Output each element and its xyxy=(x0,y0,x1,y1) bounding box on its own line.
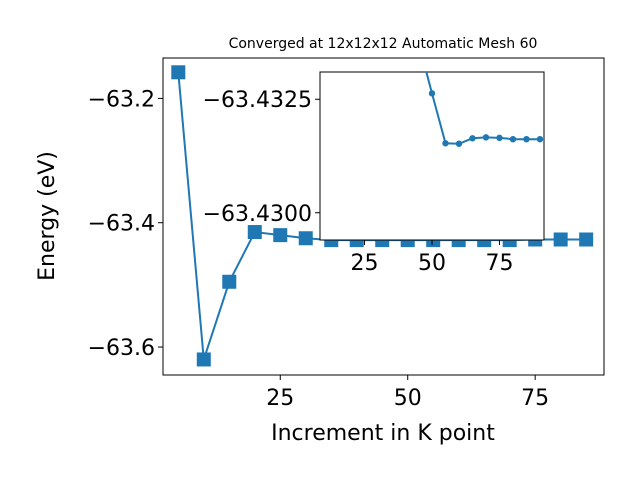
chart-title: Converged at 12x12x12 Automatic Mesh 60 xyxy=(229,36,538,52)
y-tick-label: −63.6 xyxy=(88,336,155,361)
data-point xyxy=(455,140,463,147)
inset-plot-area xyxy=(319,71,545,241)
inset-y-ticks: −63.4300 −63.4325 xyxy=(203,88,320,227)
data-point xyxy=(553,232,568,247)
data-point xyxy=(496,134,503,142)
data-point xyxy=(469,135,476,142)
x-tick-label: 75 xyxy=(521,386,549,411)
series-line xyxy=(425,72,540,145)
data-point xyxy=(247,225,262,240)
x-tick-label: 50 xyxy=(418,251,446,276)
x-tick-label: 25 xyxy=(351,251,379,276)
y-tick-label: −63.4 xyxy=(88,212,155,237)
data-point xyxy=(523,136,530,143)
data-point xyxy=(579,232,594,247)
data-point xyxy=(298,231,313,246)
data-point xyxy=(428,90,436,97)
y-tick-label: −63.4300 xyxy=(203,202,312,227)
x-axis-label: Increment in K point xyxy=(271,421,495,446)
y-axis-label: Energy (eV) xyxy=(35,151,60,281)
data-point xyxy=(509,136,517,143)
main-y-ticks: −63.6 −63.4 −63.2 xyxy=(88,87,163,361)
x-tick-label: 75 xyxy=(485,251,513,276)
inset-series xyxy=(425,72,544,147)
x-tick-label: 25 xyxy=(266,386,294,411)
data-point xyxy=(536,136,544,143)
inset-x-ticks: 25 50 75 xyxy=(351,240,513,276)
data-point xyxy=(442,140,449,147)
x-tick-label: 50 xyxy=(394,386,422,411)
data-point xyxy=(273,228,288,243)
data-point xyxy=(222,274,237,289)
main-x-ticks: 25 50 75 xyxy=(266,375,549,411)
data-point xyxy=(196,352,211,367)
data-point xyxy=(482,134,490,141)
y-tick-label: −63.4325 xyxy=(203,88,312,113)
series-group xyxy=(425,72,544,147)
data-point xyxy=(171,65,186,80)
y-tick-label: −63.2 xyxy=(88,87,155,112)
